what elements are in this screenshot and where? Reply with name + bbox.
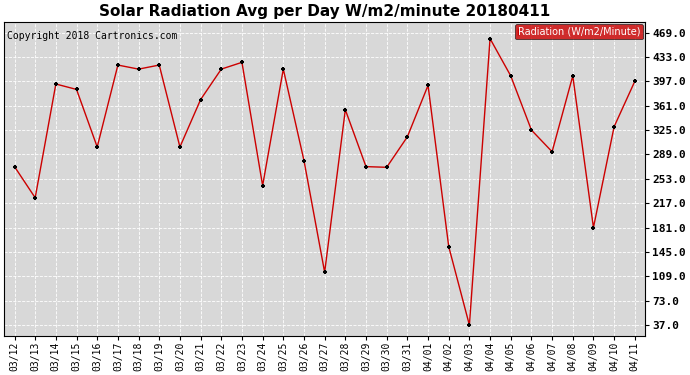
Point <box>299 158 310 164</box>
Point <box>112 62 124 68</box>
Point <box>9 164 20 170</box>
Point <box>546 149 558 155</box>
Point <box>422 82 433 88</box>
Point <box>237 59 248 65</box>
Point <box>195 97 206 103</box>
Point <box>257 183 268 189</box>
Point <box>319 269 331 275</box>
Point <box>339 107 351 113</box>
Point <box>588 225 599 231</box>
Point <box>175 144 186 150</box>
Point <box>50 81 61 87</box>
Point <box>92 144 103 150</box>
Point <box>133 66 144 72</box>
Point <box>629 78 640 84</box>
Point <box>71 86 82 92</box>
Point <box>30 195 41 201</box>
Point <box>505 73 516 79</box>
Point <box>154 62 165 68</box>
Point <box>526 127 537 133</box>
Point <box>484 36 495 42</box>
Point <box>567 73 578 79</box>
Title: Solar Radiation Avg per Day W/m2/minute 20180411: Solar Radiation Avg per Day W/m2/minute … <box>99 4 551 19</box>
Point <box>464 322 475 328</box>
Point <box>360 164 371 170</box>
Point <box>278 66 289 72</box>
Point <box>609 124 620 130</box>
Legend: Radiation (W/m2/Minute): Radiation (W/m2/Minute) <box>515 24 643 39</box>
Point <box>381 164 392 170</box>
Point <box>402 134 413 140</box>
Text: Copyright 2018 Cartronics.com: Copyright 2018 Cartronics.com <box>8 31 178 41</box>
Point <box>216 66 227 72</box>
Point <box>443 243 454 249</box>
